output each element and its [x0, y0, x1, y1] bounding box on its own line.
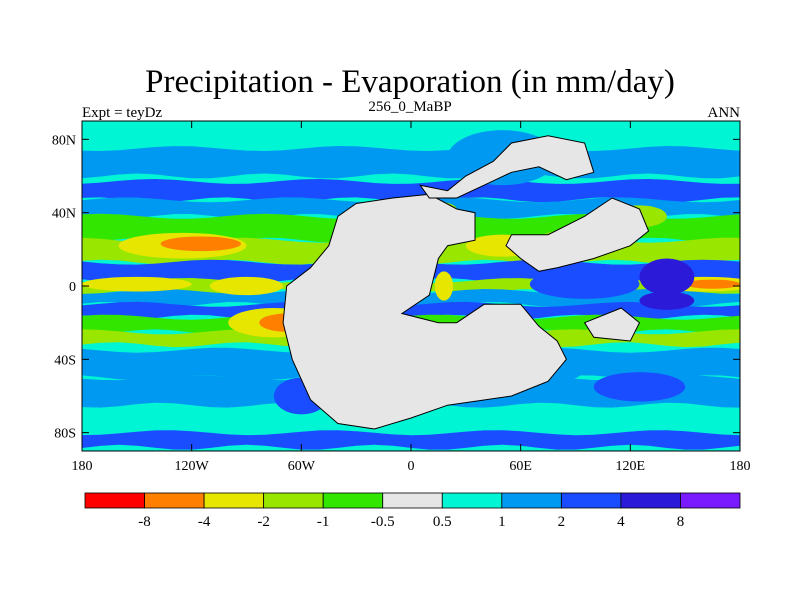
colorbar-box-1	[144, 492, 205, 509]
season-label: ANN	[708, 105, 741, 121]
colorbar-label-9: 8	[677, 514, 685, 530]
field-patch-3	[209, 276, 284, 296]
experiment-label: Expt = teyDz	[82, 105, 162, 121]
colorbar-label-1: -4	[198, 514, 211, 530]
colorbar-box-2	[203, 492, 265, 509]
x-tick-label-6: 180	[730, 459, 751, 474]
colorbar-box-6	[441, 492, 503, 509]
x-tick-label-4: 60E	[509, 459, 532, 474]
field-patch-8	[529, 269, 640, 299]
colorbar-label-0: -8	[138, 514, 151, 530]
colorbar-box-0	[84, 492, 145, 509]
land-north-landmass	[418, 135, 595, 199]
land-pangaea-west	[282, 193, 567, 430]
land-east-fragment	[583, 307, 641, 342]
colorbar-box-7	[501, 492, 562, 509]
field-patch-7	[685, 279, 740, 289]
plot-area	[82, 121, 740, 451]
colorbar-box-5	[382, 492, 443, 509]
y-tick-label-0: 80N	[52, 133, 76, 148]
colorbar-label-6: 1	[498, 514, 506, 530]
colorbar-box-4	[322, 492, 384, 509]
axes: 180 120W 60W 0 60E 120E 180 80N 40N 0 40S 80S	[52, 121, 751, 474]
field-patch-19	[434, 271, 454, 301]
y-tick-label-1: 40N	[52, 207, 76, 222]
y-tick-label-3: 40S	[54, 353, 76, 368]
colorbar-box-8	[560, 492, 622, 509]
x-tick-label-3: 0	[408, 459, 415, 474]
colorbar-box-10	[680, 492, 741, 509]
colorbar-label-2: -2	[257, 514, 270, 530]
zonal-band-1	[82, 146, 740, 179]
zonal-band-2	[82, 179, 740, 203]
colorbar-label-5: 0.5	[433, 514, 452, 530]
colorbar-label-4: -0.5	[371, 514, 395, 530]
field-patch-10	[639, 291, 695, 310]
field-patch-17	[593, 372, 686, 402]
field-patch-2	[82, 276, 192, 292]
zonal-band-14	[82, 430, 740, 450]
colorbar-label-3: -1	[317, 514, 330, 530]
chart-title: Precipitation - Evaporation (in mm/day)	[145, 64, 675, 100]
x-tick-label-5: 120E	[616, 459, 646, 474]
land-east-asia-block	[505, 197, 650, 272]
y-tick-label-4: 80S	[54, 427, 76, 442]
field-patch-9	[639, 258, 695, 296]
colorbar-label-8: 4	[617, 514, 625, 530]
x-tick-label-0: 180	[72, 459, 93, 474]
chart-subtitle: 256_0_MaBP	[368, 99, 451, 115]
x-tick-label-2: 60W	[288, 459, 316, 474]
colorbar-box-9	[620, 492, 681, 509]
colorbar-box-3	[263, 492, 324, 509]
colorbar-label-7: 2	[558, 514, 566, 530]
y-tick-label-2: 0	[69, 280, 76, 295]
colorbar: -8 -4 -2 -1 -0.5 0.5 1 2 4 8	[84, 492, 741, 530]
field-patch-1	[160, 236, 242, 252]
x-tick-label-1: 120W	[175, 459, 210, 474]
